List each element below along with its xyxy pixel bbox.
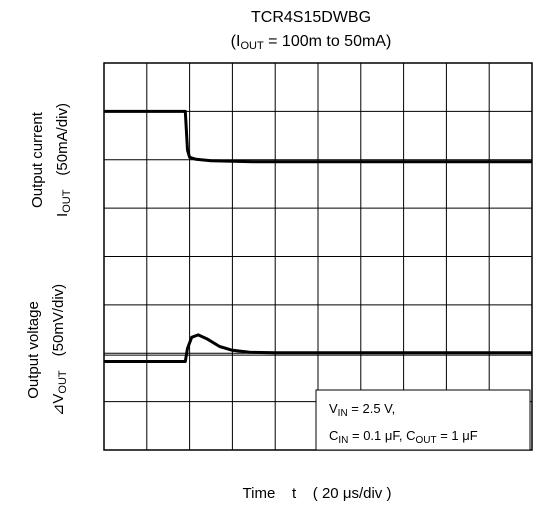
x-axis-label: Time t ( 20 μs/div ) <box>243 485 392 502</box>
svg-text:IOUT(50mA/div): IOUT(50mA/div) <box>54 103 73 217</box>
svg-text:⊿VOUT(50mV/div): ⊿VOUT(50mV/div) <box>50 284 69 416</box>
y-label-current: Output current IOUT(50mA/div) <box>29 103 73 217</box>
current-trace <box>104 109 532 164</box>
condition-vin: VIN = 2.5 V, <box>329 401 395 419</box>
chart-subtitle: (IOUT = 100m to 50mA) <box>231 33 392 52</box>
chart-title: TCR4S15DWBG <box>251 9 371 26</box>
y-label-voltage: Output voltage ⊿VOUT(50mV/div) <box>25 284 69 416</box>
conditions-box: VIN = 2.5 V, CIN = 0.1 μF, COUT = 1 μF <box>315 389 531 451</box>
svg-text:Output current: Output current <box>29 111 46 208</box>
plot-grid <box>104 63 532 450</box>
svg-text:Output voltage: Output voltage <box>25 301 42 399</box>
traces <box>104 109 532 363</box>
condition-caps: CIN = 0.1 μF, COUT = 1 μF <box>329 428 478 446</box>
voltage-trace <box>104 333 532 363</box>
